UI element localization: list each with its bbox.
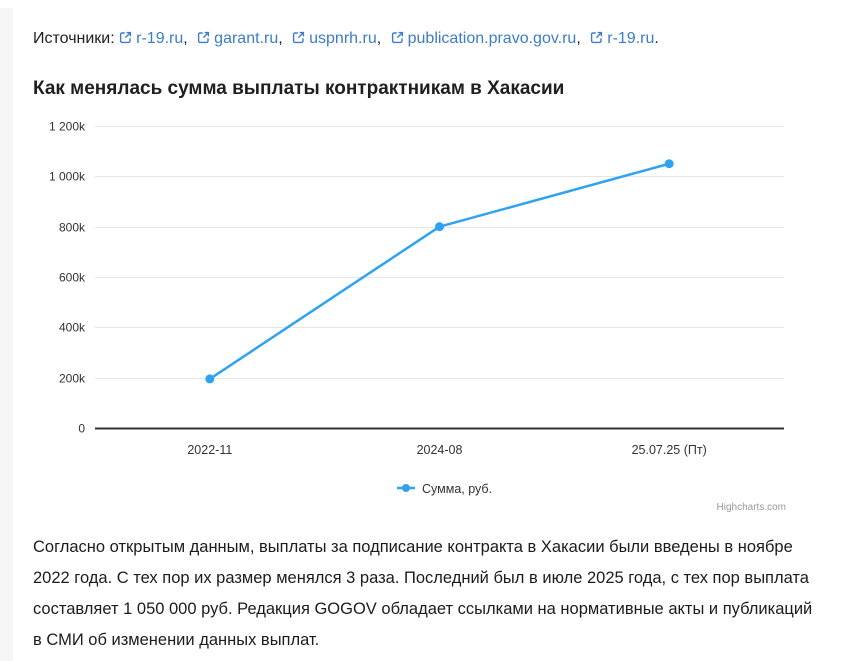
chart-title: Как менялась сумма выплаты контрактникам…: [33, 78, 565, 99]
terminator: .: [654, 30, 659, 47]
legend-label: Сумма, руб.: [422, 482, 492, 496]
y-axis-label: 400k: [59, 321, 86, 335]
source-link[interactable]: publication.pravo.gov.ru: [391, 30, 577, 49]
separator: ,: [183, 30, 188, 47]
external-link-icon: [391, 31, 404, 49]
external-link-icon: [119, 31, 132, 49]
x-axis-label: 25.07.25 (Пт): [632, 443, 707, 457]
source-link[interactable]: r-19.ru: [590, 30, 654, 47]
series-line: [208, 162, 671, 381]
sources-label: Источники:: [33, 30, 115, 47]
y-axis-label: 800k: [59, 221, 86, 235]
payments-line-chart[interactable]: 0 200k 400k 600k 800k 1 000k 1 200k 2022-11 2024…: [33, 110, 793, 515]
source-link-label: uspnrh.ru: [309, 30, 377, 47]
source-link-label: r-19.ru: [136, 30, 184, 47]
x-axis-label: 2024-08: [417, 443, 463, 457]
page-left-gutter: [0, 8, 13, 661]
source-link[interactable]: uspnrh.ru: [292, 30, 377, 47]
data-point[interactable]: [205, 374, 215, 384]
legend-item[interactable]: Сумма, руб.: [397, 482, 492, 496]
source-link-label: garant.ru: [214, 30, 279, 47]
separator: ,: [278, 30, 283, 47]
source-link[interactable]: garant.ru: [197, 30, 278, 47]
y-axis-label: 600k: [59, 271, 86, 285]
y-axis-label: 1 200k: [49, 120, 86, 134]
external-link-icon: [590, 31, 603, 49]
source-link-label: publication.pravo.gov.ru: [407, 30, 577, 47]
article-paragraph: Согласно открытым данным, выплаты за под…: [33, 538, 813, 649]
y-axis-label: 1 000k: [49, 170, 86, 184]
y-axis-label: 0: [78, 422, 85, 436]
legend-marker-dot: [402, 484, 410, 492]
separator: ,: [376, 30, 382, 47]
separator: ,: [576, 30, 581, 47]
external-link-icon: [197, 31, 210, 49]
data-point[interactable]: [435, 222, 444, 232]
data-point[interactable]: [664, 159, 674, 169]
x-axis-label: 2022-11: [187, 443, 232, 457]
external-link-icon: [292, 31, 305, 49]
source-link-label: r-19.ru: [607, 30, 655, 47]
source-link[interactable]: r-19.ru: [119, 30, 183, 47]
sources-line: Источники: r-19.ru, garant.ru, uspnrh.ru…: [33, 30, 659, 49]
y-axis-label: 200k: [59, 372, 86, 386]
highcharts-credits[interactable]: Highcharts.com: [717, 502, 786, 513]
